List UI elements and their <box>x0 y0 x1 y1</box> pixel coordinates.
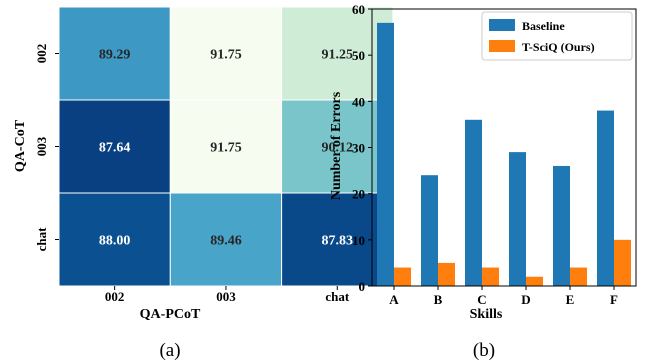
heatmap-ylabel: QA-CoT <box>13 119 28 172</box>
heatmap-cell-0-2 <box>281 6 394 101</box>
bar-t-sciq-ours-E <box>570 267 587 286</box>
bar-ytick-5: 50 <box>352 48 365 63</box>
caption-b: (b) <box>473 340 495 361</box>
bar-xlabel: Skills <box>470 307 503 322</box>
heatmap-ytick-0: 002 <box>34 44 49 64</box>
bar-ytick-1: 10 <box>352 233 365 248</box>
heatmap-xtick-2: chat <box>325 289 350 304</box>
legend-frame <box>481 11 633 61</box>
bar-ytick-6: 60 <box>352 2 365 17</box>
bar-plot-frame <box>371 8 637 287</box>
heatmap-value-0-2: 91.25 <box>322 48 354 63</box>
bar-xtick-B: B <box>434 292 443 307</box>
heatmap-value-2-0: 88.00 <box>99 234 131 249</box>
legend-label-tsciq: T-SciQ (Ours) <box>522 40 595 54</box>
bar-ytick-4: 40 <box>352 94 365 109</box>
bar-ytick-3: 30 <box>352 141 365 156</box>
heatmap-cell-1-0 <box>58 99 171 194</box>
bar-baseline-F <box>597 110 614 286</box>
bar-xtick-C: C <box>477 292 486 307</box>
bar-t-sciq-ours-D <box>526 276 543 286</box>
heatmap-ytick-2: chat <box>34 227 49 252</box>
bar-xtick-A: A <box>389 292 399 307</box>
caption-a: (a) <box>159 340 180 361</box>
bar-xtick-F: F <box>610 292 618 307</box>
heatmap-xlabel: QA-PCoT <box>140 307 201 322</box>
bar-xtick-D: D <box>521 292 530 307</box>
legend-swatch-tsciq <box>489 40 515 52</box>
bar-baseline-C <box>465 119 482 286</box>
legend-swatch-baseline <box>489 19 515 31</box>
bar-chart: A B C D E F 0 10 20 30 40 50 60 <box>352 2 637 307</box>
heatmap-cell-2-0 <box>58 192 171 287</box>
heatmap-cell-1-2 <box>281 99 394 194</box>
heatmap-value-1-0: 87.64 <box>99 141 131 156</box>
bar-t-sciq-ours-C <box>482 267 499 286</box>
heatmap-cell-1-1 <box>169 99 283 194</box>
heatmap-cell-2-2 <box>281 192 394 287</box>
heatmap-chart: 89.29 91.75 91.25 87.64 91.75 90.12 88.00 89.46… <box>34 6 394 304</box>
heatmap-value-1-2: 90.12 <box>322 141 354 156</box>
legend: Baseline T-SciQ (Ours) <box>481 11 633 61</box>
heatmap-xtick-1: 003 <box>216 289 236 304</box>
bar-t-sciq-ours-A <box>394 267 411 286</box>
heatmap-value-2-1: 89.46 <box>210 234 242 249</box>
bar-xtick-E: E <box>566 292 575 307</box>
bar-baseline-A <box>377 22 394 286</box>
bar-baseline-D <box>509 152 526 286</box>
heatmap-value-1-1: 91.75 <box>210 141 242 156</box>
bar-ytick-2: 20 <box>352 187 365 202</box>
legend-label-baseline: Baseline <box>522 19 565 33</box>
bar-t-sciq-ours-F <box>614 239 631 286</box>
heatmap-xtick-0: 002 <box>105 289 125 304</box>
heatmap-value-0-1: 91.75 <box>210 48 242 63</box>
heatmap-value-0-0: 89.29 <box>99 48 131 63</box>
bar-ylabel: Number of Errors <box>329 91 344 200</box>
heatmap-ytick-1: 003 <box>34 136 49 156</box>
heatmap-cell-2-1 <box>169 192 283 287</box>
bar-ytick-0: 0 <box>359 279 366 294</box>
heatmap-cell-0-0 <box>58 6 171 101</box>
bar-baseline-B <box>421 175 438 286</box>
heatmap-value-2-2: 87.83 <box>322 234 354 249</box>
bar-baseline-E <box>553 165 570 286</box>
bar-t-sciq-ours-B <box>438 262 455 286</box>
